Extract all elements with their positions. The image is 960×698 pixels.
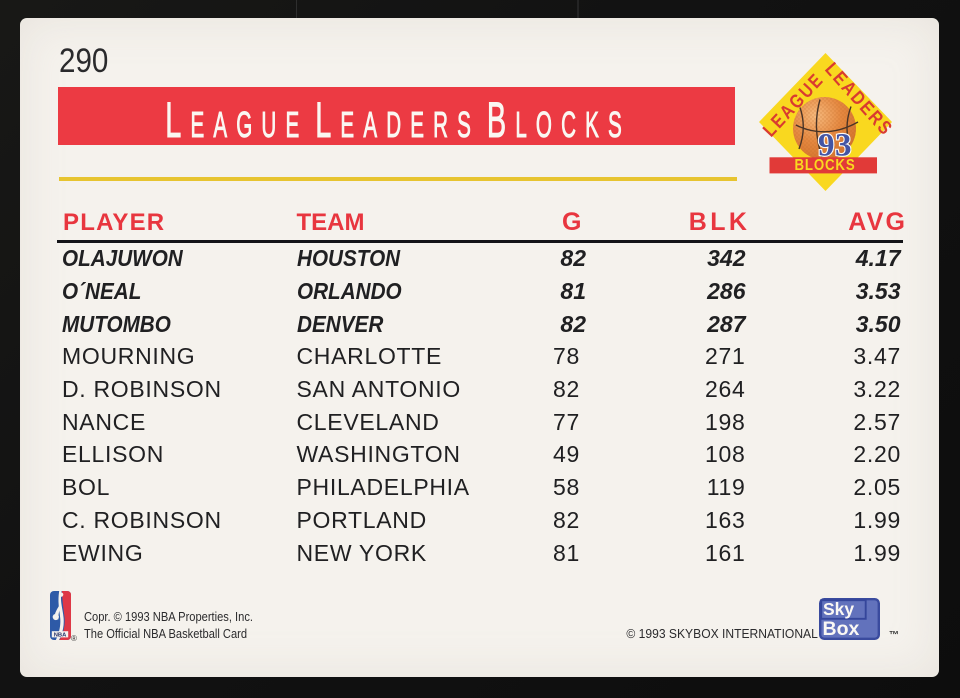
svg-text:Sky: Sky [823,599,854,619]
svg-text:Box: Box [823,618,860,640]
svg-text:BLOCKS: BLOCKS [795,157,856,174]
svg-text:NBA: NBA [54,633,67,639]
